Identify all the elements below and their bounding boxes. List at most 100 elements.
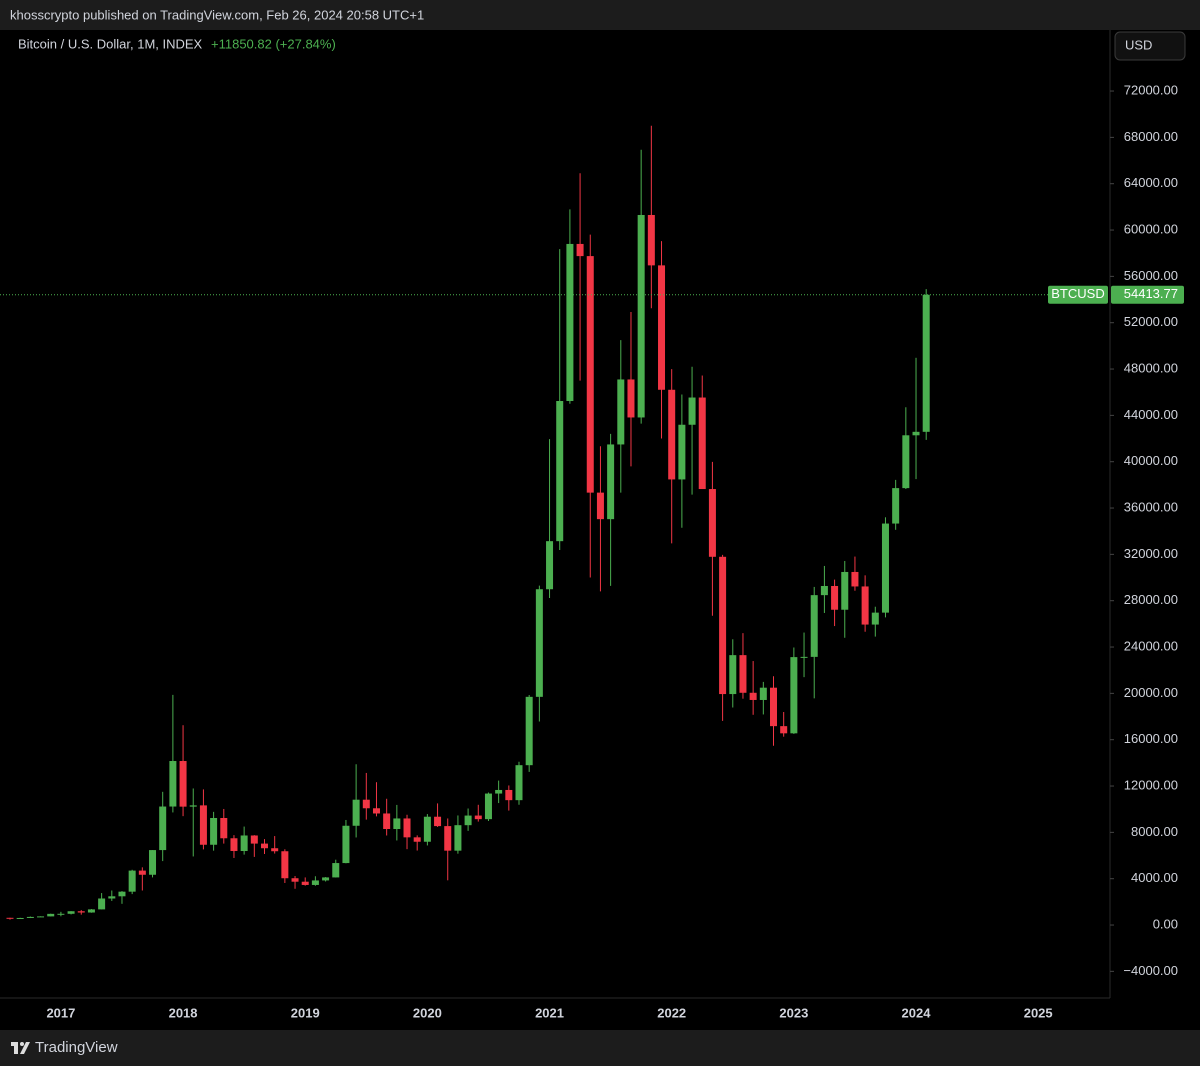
candle-body — [790, 657, 798, 734]
candle-body — [566, 243, 574, 402]
candle-body — [484, 793, 492, 820]
candle-body — [627, 379, 635, 418]
candle-body — [301, 881, 309, 885]
candle-body — [87, 909, 95, 913]
candle-body — [413, 837, 421, 842]
candle-body — [118, 891, 126, 897]
candle-body — [749, 692, 757, 700]
y-tick-label: 24000.00 — [1124, 638, 1178, 653]
candle-body — [596, 492, 604, 520]
chart-title: Bitcoin / U.S. Dollar, 1M, INDEX — [18, 36, 203, 51]
candle-body — [37, 916, 45, 918]
candle-body — [26, 916, 34, 918]
candle-body — [831, 585, 839, 610]
currency-label[interactable]: USD — [1125, 37, 1152, 52]
x-tick-label: 2019 — [291, 1005, 320, 1020]
candle-body — [393, 818, 401, 830]
candle-body — [719, 556, 727, 695]
candle-body — [403, 818, 411, 838]
candle-body — [515, 765, 523, 801]
y-tick-label: 48000.00 — [1124, 360, 1178, 375]
symbol-badge — [1048, 285, 1108, 304]
x-tick-label: 2020 — [413, 1005, 442, 1020]
last-price-label: 54413.77 — [1124, 286, 1178, 301]
candle-body — [261, 843, 268, 849]
candle-body — [851, 571, 859, 587]
candle-body — [179, 761, 187, 807]
candle-body — [474, 815, 482, 820]
candle-body — [770, 687, 777, 727]
symbol-label: BTCUSD — [1051, 286, 1104, 301]
x-tick-label: 2021 — [535, 1005, 564, 1020]
y-tick-label: 16000.00 — [1124, 731, 1178, 746]
candle-body — [281, 851, 289, 879]
candle-body — [271, 848, 279, 852]
candle-body — [138, 870, 146, 875]
candle-body — [688, 397, 696, 425]
candle-body — [810, 595, 818, 657]
y-tick-label: 32000.00 — [1124, 546, 1178, 561]
footer-bar — [0, 1030, 1200, 1066]
candle-body — [332, 863, 340, 878]
candle-body — [881, 523, 889, 613]
candle-body — [250, 835, 258, 844]
candle-body — [637, 214, 645, 418]
change-label: +11850.82 (+27.84%) — [211, 36, 336, 51]
candle-body — [759, 687, 767, 700]
candle-body — [199, 805, 207, 845]
candle-body — [108, 896, 116, 899]
candle-body — [820, 585, 828, 596]
y-tick-label: 72000.00 — [1124, 82, 1178, 97]
candle-body — [658, 265, 666, 390]
candle-body — [464, 815, 472, 826]
candle-body — [668, 389, 676, 480]
last-price-badge — [1111, 285, 1184, 304]
candle-body — [434, 816, 442, 827]
y-tick-label: 52000.00 — [1124, 314, 1178, 329]
candle-body — [505, 789, 513, 801]
y-tick-label: 0.00 — [1153, 916, 1178, 931]
x-tick-label: 2018 — [169, 1005, 198, 1020]
candle-body — [220, 817, 228, 839]
candle-body — [525, 696, 533, 766]
x-tick-label: 2022 — [657, 1005, 686, 1020]
candle-body — [189, 805, 197, 807]
candle-body — [647, 214, 655, 266]
publisher-line: khosscrypto published on TradingView.com… — [10, 7, 424, 22]
candle-body — [159, 806, 167, 851]
candle-body — [169, 761, 177, 807]
brand-logo — [11, 1042, 30, 1054]
candle-body — [240, 835, 248, 852]
y-tick-label: 8000.00 — [1131, 824, 1178, 839]
candle-body — [128, 870, 136, 892]
candle-body — [210, 817, 218, 845]
candle-body — [322, 877, 330, 881]
currency-button[interactable] — [1114, 31, 1186, 61]
x-tick-label: 2025 — [1024, 1005, 1053, 1020]
candle-body — [535, 589, 543, 697]
candle-body — [586, 256, 594, 493]
header-bar — [0, 0, 1200, 30]
y-tick-label: 44000.00 — [1124, 407, 1178, 422]
candle-body — [576, 243, 584, 257]
candle-body — [16, 917, 24, 919]
candle-body — [556, 401, 564, 542]
candle-body — [98, 898, 106, 910]
x-tick-label: 2024 — [902, 1005, 932, 1020]
candle-body — [352, 799, 360, 826]
candle-body — [362, 799, 370, 809]
candle-body — [77, 911, 85, 913]
candle-body — [729, 655, 737, 695]
candle-body — [902, 435, 910, 489]
y-tick-label: 68000.00 — [1124, 129, 1178, 144]
y-tick-label: 36000.00 — [1124, 499, 1178, 514]
candle-body — [67, 911, 75, 914]
candle-body — [617, 379, 625, 445]
y-tick-label: 64000.00 — [1124, 175, 1178, 190]
candle-body — [6, 917, 14, 919]
candle-body — [922, 294, 930, 432]
y-tick-label: 40000.00 — [1124, 453, 1178, 468]
candle-body — [841, 571, 849, 610]
y-tick-label: 12000.00 — [1124, 777, 1178, 792]
candle-body — [607, 444, 615, 520]
